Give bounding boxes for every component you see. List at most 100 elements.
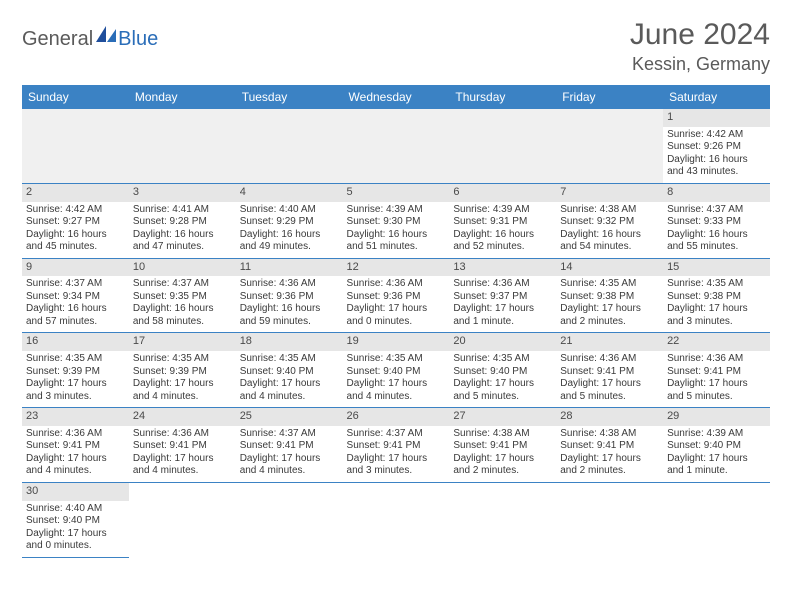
sunset-line: Sunset: 9:41 PM (453, 440, 552, 453)
daylight-line: Daylight: 16 hours and 52 minutes. (453, 229, 552, 254)
sunrise-line: Sunrise: 4:39 AM (667, 428, 766, 441)
sunset-line: Sunset: 9:37 PM (453, 291, 552, 304)
day-number: 18 (236, 333, 343, 351)
calendar-cell: 3Sunrise: 4:41 AMSunset: 9:28 PMDaylight… (129, 183, 236, 258)
calendar-cell: 1Sunrise: 4:42 AMSunset: 9:26 PMDaylight… (663, 109, 770, 183)
weekday-header: Saturday (663, 85, 770, 109)
sunset-line: Sunset: 9:39 PM (133, 366, 232, 379)
calendar-cell-blank (556, 482, 663, 557)
sunrise-line: Sunrise: 4:35 AM (240, 353, 339, 366)
daylight-line: Daylight: 17 hours and 4 minutes. (240, 378, 339, 403)
sunset-line: Sunset: 9:41 PM (133, 440, 232, 453)
calendar-cell: 2Sunrise: 4:42 AMSunset: 9:27 PMDaylight… (22, 183, 129, 258)
sunrise-line: Sunrise: 4:37 AM (240, 428, 339, 441)
calendar-cell: 7Sunrise: 4:38 AMSunset: 9:32 PMDaylight… (556, 183, 663, 258)
calendar-cell: 23Sunrise: 4:36 AMSunset: 9:41 PMDayligh… (22, 408, 129, 483)
day-number: 11 (236, 259, 343, 277)
calendar-cell-blank (129, 482, 236, 557)
daylight-line: Daylight: 17 hours and 2 minutes. (560, 453, 659, 478)
sunset-line: Sunset: 9:30 PM (347, 216, 446, 229)
calendar-row: 2Sunrise: 4:42 AMSunset: 9:27 PMDaylight… (22, 183, 770, 258)
calendar-cell: 27Sunrise: 4:38 AMSunset: 9:41 PMDayligh… (449, 408, 556, 483)
day-number: 12 (343, 259, 450, 277)
sunset-line: Sunset: 9:38 PM (560, 291, 659, 304)
daylight-line: Daylight: 17 hours and 4 minutes. (133, 378, 232, 403)
sunset-line: Sunset: 9:41 PM (667, 366, 766, 379)
sunset-line: Sunset: 9:32 PM (560, 216, 659, 229)
day-number: 4 (236, 184, 343, 202)
calendar-cell-blank (449, 109, 556, 183)
sunset-line: Sunset: 9:38 PM (667, 291, 766, 304)
calendar-cell-blank (663, 482, 770, 557)
day-number: 1 (663, 109, 770, 127)
calendar-cell-blank (556, 109, 663, 183)
daylight-line: Daylight: 16 hours and 57 minutes. (26, 303, 125, 328)
day-number: 15 (663, 259, 770, 277)
sunrise-line: Sunrise: 4:40 AM (240, 204, 339, 217)
calendar-cell: 22Sunrise: 4:36 AMSunset: 9:41 PMDayligh… (663, 333, 770, 408)
daylight-line: Daylight: 16 hours and 55 minutes. (667, 229, 766, 254)
day-number: 9 (22, 259, 129, 277)
daylight-line: Daylight: 16 hours and 47 minutes. (133, 229, 232, 254)
sunrise-line: Sunrise: 4:38 AM (560, 428, 659, 441)
sunset-line: Sunset: 9:41 PM (26, 440, 125, 453)
day-number: 28 (556, 408, 663, 426)
calendar-cell-blank (129, 109, 236, 183)
sunset-line: Sunset: 9:31 PM (453, 216, 552, 229)
calendar-cell: 29Sunrise: 4:39 AMSunset: 9:40 PMDayligh… (663, 408, 770, 483)
weekday-header: Tuesday (236, 85, 343, 109)
sunset-line: Sunset: 9:41 PM (560, 366, 659, 379)
sunrise-line: Sunrise: 4:37 AM (347, 428, 446, 441)
calendar-body: 1Sunrise: 4:42 AMSunset: 9:26 PMDaylight… (22, 109, 770, 557)
sunset-line: Sunset: 9:28 PM (133, 216, 232, 229)
daylight-line: Daylight: 16 hours and 54 minutes. (560, 229, 659, 254)
location: Kessin, Germany (630, 54, 770, 75)
day-number: 20 (449, 333, 556, 351)
calendar-cell: 9Sunrise: 4:37 AMSunset: 9:34 PMDaylight… (22, 258, 129, 333)
calendar-cell: 25Sunrise: 4:37 AMSunset: 9:41 PMDayligh… (236, 408, 343, 483)
sunset-line: Sunset: 9:40 PM (347, 366, 446, 379)
daylight-line: Daylight: 17 hours and 4 minutes. (133, 453, 232, 478)
daylight-line: Daylight: 17 hours and 0 minutes. (26, 528, 125, 553)
sunset-line: Sunset: 9:41 PM (240, 440, 339, 453)
sunset-line: Sunset: 9:40 PM (26, 515, 125, 528)
calendar-cell: 4Sunrise: 4:40 AMSunset: 9:29 PMDaylight… (236, 183, 343, 258)
daylight-line: Daylight: 17 hours and 2 minutes. (560, 303, 659, 328)
day-number: 30 (22, 483, 129, 501)
sunrise-line: Sunrise: 4:36 AM (240, 278, 339, 291)
sunrise-line: Sunrise: 4:39 AM (347, 204, 446, 217)
day-number: 27 (449, 408, 556, 426)
day-number: 16 (22, 333, 129, 351)
weekday-header: Wednesday (343, 85, 450, 109)
logo-text-blue: Blue (118, 28, 158, 51)
calendar-cell: 20Sunrise: 4:35 AMSunset: 9:40 PMDayligh… (449, 333, 556, 408)
page-title: June 2024 (630, 18, 770, 52)
daylight-line: Daylight: 17 hours and 5 minutes. (667, 378, 766, 403)
sunrise-line: Sunrise: 4:36 AM (133, 428, 232, 441)
day-number: 14 (556, 259, 663, 277)
sunrise-line: Sunrise: 4:36 AM (667, 353, 766, 366)
sunset-line: Sunset: 9:40 PM (453, 366, 552, 379)
sunrise-line: Sunrise: 4:40 AM (26, 503, 125, 516)
sunrise-line: Sunrise: 4:39 AM (453, 204, 552, 217)
sunrise-line: Sunrise: 4:36 AM (347, 278, 446, 291)
calendar-cell-blank (343, 482, 450, 557)
daylight-line: Daylight: 16 hours and 49 minutes. (240, 229, 339, 254)
calendar-table: SundayMondayTuesdayWednesdayThursdayFrid… (22, 85, 770, 558)
sunrise-line: Sunrise: 4:35 AM (560, 278, 659, 291)
sunrise-line: Sunrise: 4:36 AM (26, 428, 125, 441)
day-number: 13 (449, 259, 556, 277)
day-number: 29 (663, 408, 770, 426)
calendar-cell-blank (449, 482, 556, 557)
daylight-line: Daylight: 16 hours and 45 minutes. (26, 229, 125, 254)
sunset-line: Sunset: 9:36 PM (347, 291, 446, 304)
daylight-line: Daylight: 17 hours and 0 minutes. (347, 303, 446, 328)
day-number: 2 (22, 184, 129, 202)
weekday-header: Thursday (449, 85, 556, 109)
daylight-line: Daylight: 17 hours and 5 minutes. (560, 378, 659, 403)
calendar-cell: 16Sunrise: 4:35 AMSunset: 9:39 PMDayligh… (22, 333, 129, 408)
calendar-cell: 17Sunrise: 4:35 AMSunset: 9:39 PMDayligh… (129, 333, 236, 408)
sunrise-line: Sunrise: 4:42 AM (667, 129, 766, 142)
sunrise-line: Sunrise: 4:36 AM (560, 353, 659, 366)
day-number: 8 (663, 184, 770, 202)
